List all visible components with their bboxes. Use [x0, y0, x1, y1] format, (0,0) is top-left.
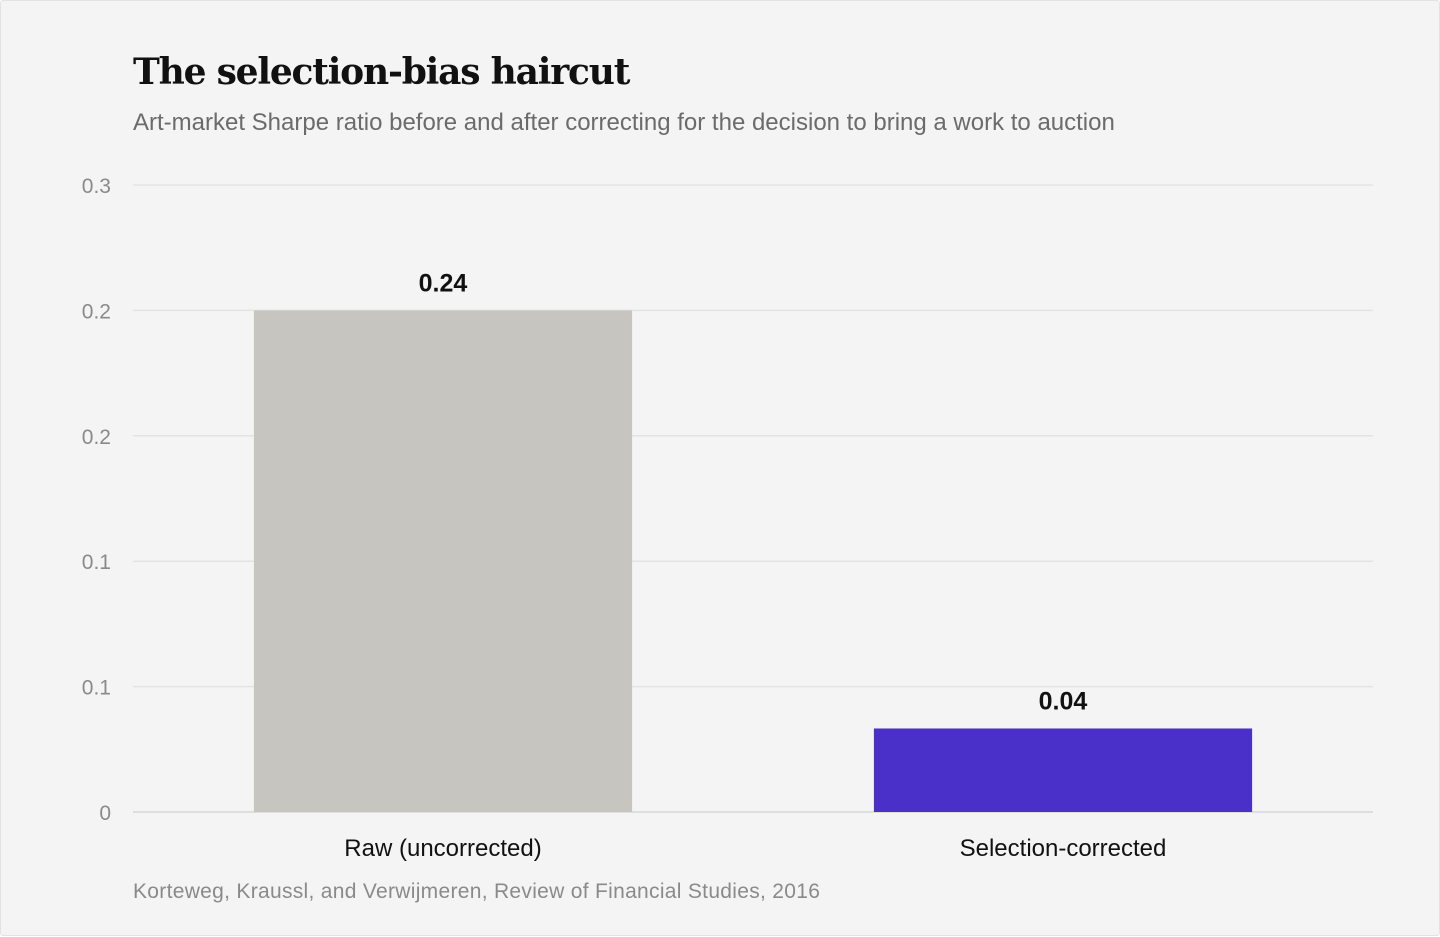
y-tick-label: 0.2 — [82, 300, 111, 323]
y-tick-label: 0 — [99, 802, 111, 825]
y-tick-label: 0.1 — [82, 551, 111, 574]
bar-value-label: 0.04 — [1039, 687, 1088, 715]
source-note: Korteweg, Kraussl, and Verwijmeren, Revi… — [133, 880, 821, 903]
y-tick-label: 0.1 — [82, 677, 111, 700]
bar-value-label: 0.24 — [419, 269, 468, 297]
bar — [253, 310, 633, 812]
chart-title: The selection-bias haircut — [133, 51, 630, 93]
chart-subtitle: Art-market Sharpe ratio before and after… — [133, 109, 1115, 136]
y-tick-label: 0.2 — [82, 426, 111, 449]
x-tick-label: Selection-corrected — [960, 835, 1167, 862]
bar — [873, 728, 1253, 812]
x-tick-label: Raw (uncorrected) — [344, 835, 541, 862]
y-tick-label: 0.3 — [82, 175, 111, 198]
